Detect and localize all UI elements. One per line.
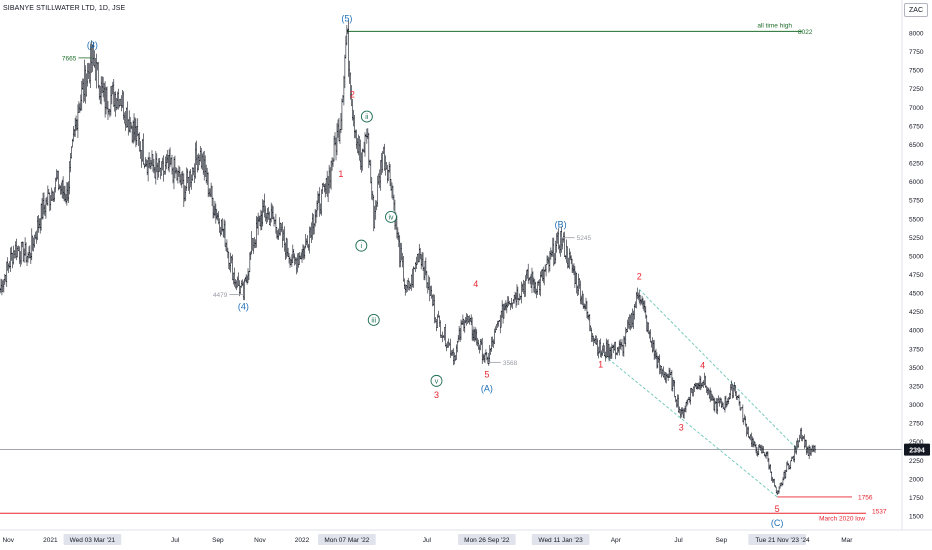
wave-circle	[367, 313, 380, 326]
wave-label: i	[361, 243, 363, 250]
wave-label: ii	[365, 114, 369, 121]
y-tick-label: 6750	[909, 123, 924, 130]
march-2020-low-value: 1537	[872, 508, 887, 515]
ath-value: 8022	[798, 29, 813, 36]
currency-button[interactable]: ZAC	[904, 3, 928, 17]
x-tick-label: Jul	[171, 537, 180, 544]
x-tick-label: Sep	[716, 537, 728, 544]
wave-label: 3	[679, 423, 684, 433]
x-tick-label: Nov	[254, 537, 266, 544]
x-tick-label: Mon 07 Mar '22	[324, 537, 369, 544]
wave-label: 1	[598, 360, 603, 370]
wave-label: (3)	[87, 40, 98, 50]
y-tick-label: 5500	[909, 216, 924, 223]
x-tick-label: Apr	[611, 537, 622, 544]
x-tick-label: Wed 03 Mar '21	[70, 537, 116, 544]
y-tick-label: 3250	[909, 383, 924, 390]
x-tick-label: 2021	[43, 537, 58, 544]
y-tick-label: 6250	[909, 161, 924, 168]
y-tick-label: 4500	[909, 291, 924, 298]
wave-label: 5	[484, 369, 489, 379]
wave-label: 3	[434, 390, 439, 400]
wave-label: iii	[371, 317, 376, 324]
wave-label: (C)	[771, 518, 784, 528]
y-tick-label: 4750	[909, 272, 924, 279]
channel-upper-line	[638, 289, 798, 450]
y-tick-label: 7500	[909, 68, 924, 75]
y-tick-label: 5750	[909, 198, 924, 205]
y-tick-label: 6000	[909, 179, 924, 186]
x-tick-label: Nov	[2, 537, 14, 544]
y-tick-label: 4250	[909, 309, 924, 316]
x-highlight-bg	[318, 534, 376, 545]
x-highlight-bg	[748, 534, 806, 545]
y-tick-label: 5000	[909, 253, 924, 260]
y-tick-label: 2500	[909, 439, 924, 446]
current-price-label: 2394	[909, 448, 925, 455]
y-tick-label: 8000	[909, 31, 924, 38]
y-tick-label: 2750	[909, 421, 924, 428]
x-tick-label: Tue 21 Nov '23	[755, 537, 799, 544]
wave-circle	[430, 374, 443, 387]
channel-lower-line	[600, 352, 778, 498]
wave-label: 4	[473, 279, 478, 289]
y-tick-label: 3000	[909, 402, 924, 409]
x-highlight-bg	[457, 534, 516, 545]
y-tick-label: 5250	[909, 235, 924, 242]
x-highlight-bg	[63, 534, 122, 545]
y-tick-label: 3750	[909, 346, 924, 353]
y-tick-label: 7250	[909, 86, 924, 93]
wave-circle	[355, 239, 368, 252]
wave-label: (5)	[341, 13, 352, 23]
wave-circle	[360, 110, 373, 123]
wave-label: (B)	[555, 220, 567, 230]
y-tick-label: 7750	[909, 49, 924, 56]
y-tick-label: 1750	[909, 495, 924, 502]
y-tick-label: 6500	[909, 142, 924, 149]
x-tick-label: Jul	[423, 537, 432, 544]
chart-title: SIBANYE STILLWATER LTD, 1D, JSE	[3, 5, 126, 12]
x-tick-label: 2022	[295, 537, 310, 544]
price-tag-label: 7665	[62, 55, 77, 62]
wave-label: 4	[700, 361, 705, 371]
wave-label: 2	[350, 89, 355, 99]
wave-label: 1	[338, 169, 343, 179]
price-tag-label: 5245	[577, 235, 592, 242]
wave-label: 5	[775, 504, 780, 514]
ath-label: all time high	[757, 22, 792, 29]
wave-circle	[385, 210, 397, 223]
y-tick-label: 2250	[909, 458, 924, 465]
y-tick-label: 2000	[909, 476, 924, 483]
current-price-tag	[904, 443, 930, 456]
wave-label: iv	[388, 214, 394, 221]
x-tick-label: '24	[801, 537, 810, 544]
x-tick-label: Sep	[212, 537, 224, 544]
wave-label: v	[435, 378, 439, 385]
y-tick-label: 7000	[909, 105, 924, 112]
wave-label: (4)	[238, 302, 249, 312]
y-tick-label: 3500	[909, 365, 924, 372]
y-tick-label: 4000	[909, 328, 924, 335]
price-tag-label: 3568	[503, 360, 518, 367]
low-1756-value: 1756	[858, 494, 873, 501]
wave-label: 2	[637, 271, 642, 281]
price-tag-label: 4479	[213, 292, 228, 299]
y-tick-label: 1500	[909, 514, 924, 521]
x-highlight-bg	[531, 534, 590, 545]
x-tick-label: Jul	[674, 537, 683, 544]
x-tick-label: Mar	[841, 537, 853, 544]
x-tick-label: Mon 26 Sep '22	[464, 537, 510, 544]
wave-label: (A)	[481, 383, 493, 393]
march-2020-low-label: March 2020 low	[819, 515, 865, 522]
x-tick-label: Wed 11 Jan '23	[538, 537, 583, 544]
